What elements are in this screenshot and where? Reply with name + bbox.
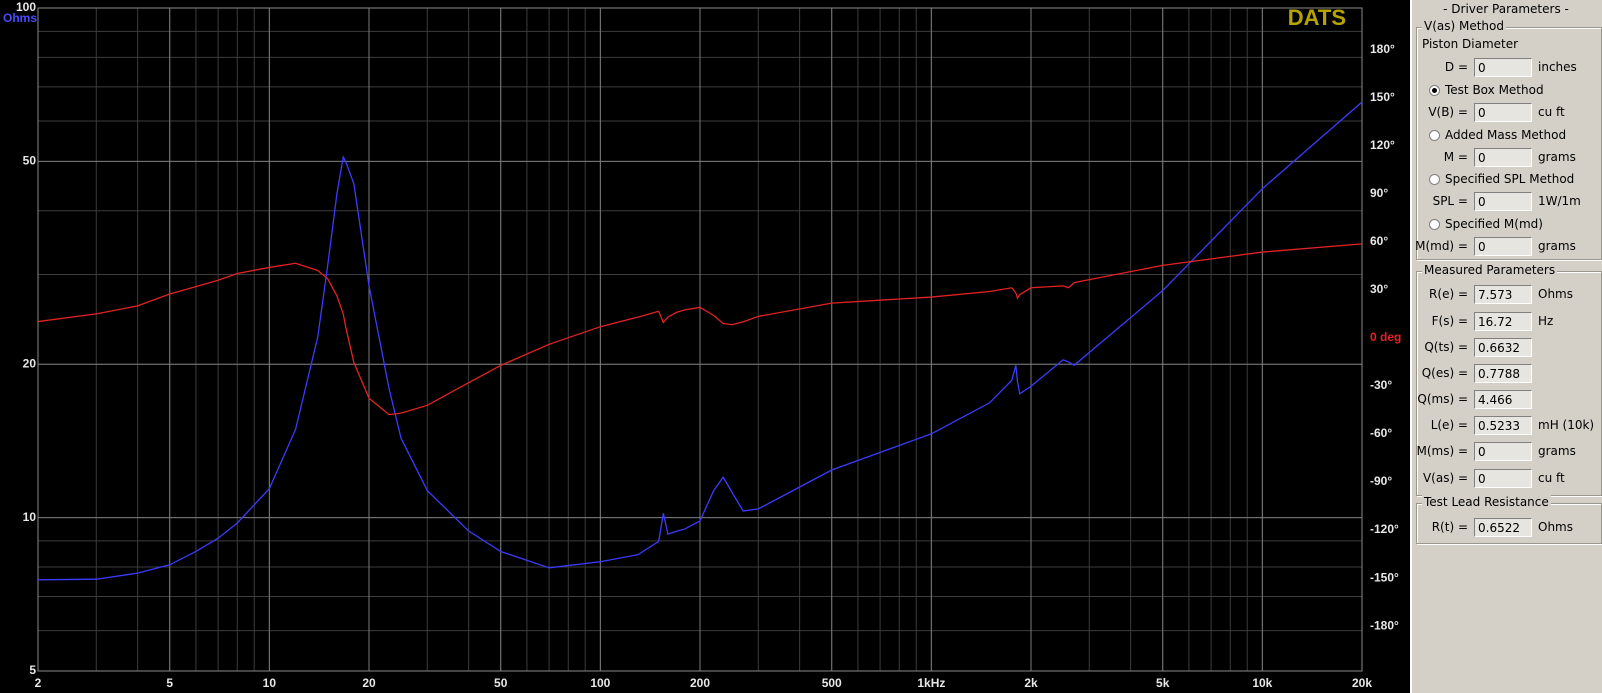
radio-label[interactable]: Specified M(md) — [1445, 216, 1543, 231]
x-tick-label: 2k — [1024, 676, 1038, 690]
x-tick-label: 1kHz — [917, 676, 945, 690]
field-input[interactable]: 0 — [1474, 58, 1532, 78]
measured-group-title: Measured Parameters — [1422, 262, 1558, 277]
x-tick-label: 5 — [166, 676, 173, 690]
y2-tick-label: -90° — [1370, 474, 1392, 488]
field-label: F(s) = — [1431, 313, 1468, 328]
field-input[interactable]: 0 — [1474, 468, 1532, 488]
y2-tick-label: -150° — [1370, 570, 1399, 584]
y-tick-label: 100 — [16, 0, 36, 14]
radio-label[interactable]: Test Box Method — [1445, 82, 1544, 97]
plot-border — [37, 7, 1363, 672]
y2-tick-label: 180° — [1370, 42, 1395, 56]
x-tick-label: 20k — [1352, 676, 1372, 690]
vas-method-group-title: V(as) Method — [1422, 18, 1506, 33]
field-label: V(B) = — [1428, 104, 1468, 119]
field-input[interactable]: 0.6522 — [1474, 518, 1532, 538]
x-tick-label: 10 — [263, 676, 277, 690]
panel-title: - Driver Parameters - — [1443, 2, 1569, 17]
x-tick-label: 50 — [494, 676, 508, 690]
y2-tick-label: 150° — [1370, 90, 1395, 104]
y2-tick-label: 30° — [1370, 282, 1388, 296]
field-unit: grams — [1538, 238, 1576, 253]
field-label: V(as) = — [1422, 470, 1468, 485]
x-tick-label: 200 — [690, 676, 710, 690]
x-tick-label: 500 — [822, 676, 842, 690]
field-unit: Ohms — [1538, 520, 1573, 535]
y-tick-label: 50 — [23, 154, 37, 168]
field-label: R(t) = — [1431, 520, 1468, 535]
y2-tick-label: 90° — [1370, 186, 1388, 200]
y-tick-label: 20 — [23, 356, 37, 370]
field-input[interactable]: 0.6632 — [1474, 337, 1532, 357]
test-lead-group-title: Test Lead Resistance — [1422, 494, 1551, 509]
field-unit: inches — [1538, 60, 1577, 75]
field-input[interactable]: 0 — [1474, 236, 1532, 256]
y2-tick-label: -120° — [1370, 522, 1399, 536]
field-label: R(e) = — [1429, 287, 1468, 302]
series-line — [37, 101, 1363, 581]
y2-tick-label: -180° — [1370, 618, 1399, 632]
field-label: L(e) = — [1430, 418, 1468, 433]
field-unit: mH (10k) — [1538, 418, 1595, 433]
radio-button[interactable] — [1429, 84, 1440, 96]
y2-tick-label: -30° — [1370, 378, 1392, 392]
field-input[interactable]: 0 — [1474, 192, 1532, 212]
field-input[interactable]: 0 — [1474, 442, 1532, 462]
field-label: M(ms) = — [1416, 444, 1468, 459]
y2-tick-label: 120° — [1370, 138, 1395, 152]
radio-label[interactable]: Specified SPL Method — [1445, 172, 1575, 187]
field-label: D = — [1444, 60, 1468, 75]
y2-tick-label: 0 deg — [1370, 330, 1401, 344]
driver-parameters-panel: - Driver Parameters - V(as) Method Piston … — [1410, 0, 1602, 693]
field-input[interactable]: 0 — [1474, 102, 1532, 122]
chart-title: DATS — [1288, 5, 1346, 30]
field-unit: cu ft — [1538, 104, 1565, 119]
radio-dot — [1432, 87, 1437, 93]
grid — [37, 7, 1363, 672]
chart-background — [0, 0, 1410, 693]
y2-tick-label: 60° — [1370, 234, 1388, 248]
y-tick-label: 5 — [29, 663, 36, 677]
field-label: SPL = — [1432, 194, 1468, 209]
radio-button[interactable] — [1429, 129, 1440, 141]
field-input[interactable]: 4.466 — [1474, 390, 1532, 409]
x-tick-label: 10k — [1252, 676, 1272, 690]
x-tick-label: 2 — [35, 676, 42, 690]
x-tick-label: 100 — [590, 676, 610, 690]
field-unit: grams — [1538, 444, 1576, 459]
y2-tick-label: -60° — [1370, 426, 1392, 440]
section-heading: Piston Diameter — [1422, 36, 1519, 51]
field-unit: grams — [1538, 149, 1576, 164]
field-label: M(md) = — [1415, 238, 1468, 253]
field-unit: Ohms — [1538, 287, 1573, 302]
y-axis-label: Ohms — [3, 11, 37, 25]
radio-button[interactable] — [1429, 218, 1440, 230]
series-line — [37, 243, 1363, 416]
field-input[interactable]: 7.573 — [1474, 285, 1532, 305]
x-tick-label: 5k — [1156, 676, 1170, 690]
radio-label[interactable]: Added Mass Method — [1445, 127, 1567, 142]
field-label: Q(ms) = — [1417, 392, 1468, 406]
field-input[interactable]: 0.5233 — [1474, 416, 1532, 436]
radio-button[interactable] — [1429, 174, 1440, 186]
field-input[interactable]: 16.72 — [1474, 311, 1532, 331]
field-input[interactable]: 0.7788 — [1474, 363, 1532, 383]
field-label: Q(ts) = — [1424, 339, 1468, 354]
field-input[interactable]: 0 — [1474, 147, 1532, 167]
field-unit: cu ft — [1538, 470, 1565, 485]
field-label: M = — [1443, 149, 1468, 164]
field-unit: Hz — [1538, 313, 1554, 328]
y-tick-label: 10 — [23, 510, 37, 524]
field-label: Q(es) = — [1421, 365, 1468, 380]
field-unit: 1W/1m — [1538, 194, 1581, 209]
x-tick-label: 20 — [362, 676, 376, 690]
impedance-chart: DATS Ohms 2 5 10 20 50 100 200 500 1kHz 2k 5k 10k 20… — [0, 0, 1410, 693]
